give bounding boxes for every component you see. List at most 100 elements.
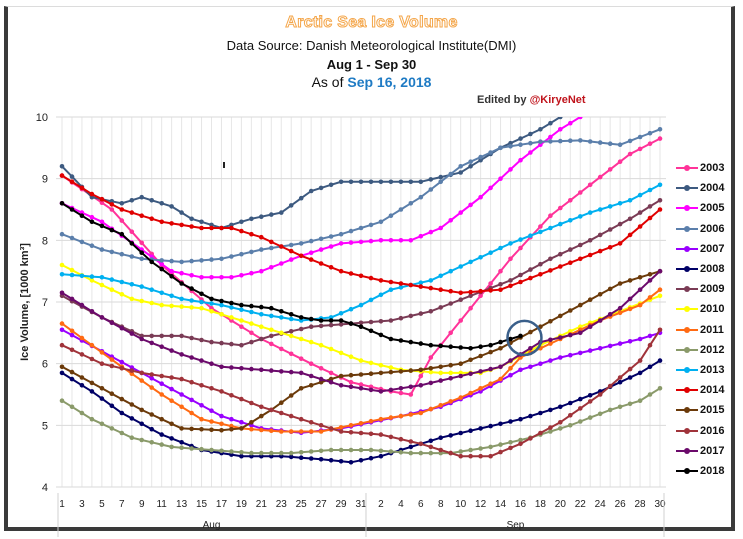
data-point-2005	[398, 238, 404, 243]
data-point-2006	[418, 194, 424, 200]
data-point-2010	[368, 360, 374, 366]
data-point-2016	[99, 361, 105, 367]
data-point-2005	[259, 268, 264, 274]
data-point-2014	[458, 290, 464, 296]
data-point-2017	[109, 320, 115, 326]
data-point-2012	[458, 449, 464, 454]
data-point-2010	[199, 305, 204, 311]
data-point-2008	[358, 458, 364, 463]
data-point-2014	[488, 288, 493, 293]
data-point-2009	[249, 339, 254, 345]
data-point-2014	[418, 284, 424, 289]
data-point-2008	[378, 453, 384, 459]
data-point-2014	[637, 224, 643, 229]
data-point-2014	[219, 225, 224, 231]
data-point-2003	[129, 229, 135, 234]
data-point-2009	[617, 221, 623, 227]
data-point-2018	[229, 300, 234, 306]
data-point-2013	[169, 293, 174, 299]
data-point-2005	[338, 241, 344, 246]
data-point-2008	[408, 444, 414, 450]
data-point-2009	[408, 313, 414, 319]
data-point-2008	[298, 455, 304, 461]
data-point-2012	[279, 450, 284, 456]
data-point-2016	[587, 399, 593, 404]
data-point-2012	[418, 450, 424, 456]
data-point-2017	[79, 302, 85, 308]
y-axis-label: Ice Volume, [1000 km³]	[19, 243, 31, 361]
data-point-2016	[109, 363, 115, 369]
data-point-2006	[657, 127, 663, 132]
data-point-2010	[378, 362, 384, 368]
legend-label: 2010	[700, 303, 725, 316]
data-point-2008	[657, 358, 663, 363]
x-tick-label: 30	[654, 499, 666, 510]
data-point-2013	[617, 201, 623, 206]
data-point-2008	[169, 436, 174, 441]
data-point-2015	[99, 386, 105, 391]
data-point-2006	[239, 251, 244, 257]
data-point-2015	[398, 369, 404, 374]
data-point-2014	[269, 239, 274, 245]
data-point-2015	[179, 426, 184, 431]
data-point-2004	[159, 201, 164, 206]
data-point-2012	[99, 421, 105, 427]
data-point-2009	[528, 267, 533, 272]
data-point-2009	[637, 210, 643, 215]
x-tick-label: 27	[316, 499, 328, 510]
data-point-2003	[279, 346, 284, 352]
data-point-2004	[328, 182, 334, 188]
data-point-2013	[398, 285, 404, 290]
data-point-2017	[308, 373, 314, 379]
data-point-2017	[548, 337, 553, 343]
legend-item-2017: 2017	[676, 441, 724, 461]
data-point-2008	[159, 432, 164, 437]
legend-swatch	[676, 306, 698, 313]
legend-item-2004: 2004	[676, 178, 724, 198]
data-point-2006	[647, 130, 653, 136]
data-point-2015	[478, 353, 483, 359]
data-point-2008	[179, 440, 184, 445]
data-point-2008	[318, 457, 324, 462]
data-point-2011	[169, 398, 174, 404]
data-point-2005	[249, 270, 254, 276]
data-point-2011	[488, 381, 493, 387]
data-point-2006	[398, 207, 404, 212]
data-point-2018	[109, 227, 115, 233]
data-point-2018	[219, 298, 224, 304]
data-point-2016	[348, 430, 354, 435]
data-point-2015	[109, 391, 115, 397]
data-point-2007	[627, 339, 633, 344]
data-point-2016	[597, 392, 603, 397]
data-point-2006	[508, 144, 513, 149]
y-tick-label: 8	[42, 235, 48, 247]
data-point-2014	[348, 271, 354, 276]
x-tick-label: 13	[176, 499, 188, 510]
data-point-2005	[438, 225, 444, 231]
data-point-2014	[528, 275, 533, 281]
data-point-2015	[129, 402, 135, 407]
data-point-2013	[129, 282, 135, 287]
data-point-2005	[548, 134, 553, 140]
data-point-2008	[288, 454, 294, 460]
data-point-2004	[269, 212, 274, 217]
data-point-2005	[199, 275, 204, 280]
data-point-2015	[468, 357, 473, 363]
data-point-2018	[269, 305, 274, 311]
data-point-2014	[279, 244, 284, 249]
data-point-2003	[328, 370, 334, 376]
legend-swatch	[676, 245, 698, 252]
legend-item-2013: 2013	[676, 360, 724, 380]
legend-item-2011: 2011	[676, 320, 724, 340]
data-point-2018	[308, 316, 314, 322]
data-point-2017	[647, 278, 653, 283]
data-point-2013	[199, 299, 204, 305]
data-point-2007	[189, 397, 194, 403]
data-point-2003	[358, 382, 364, 387]
data-point-2014	[478, 288, 483, 294]
data-point-2017	[318, 376, 324, 382]
data-point-2017	[488, 366, 493, 372]
data-point-2017	[657, 268, 663, 274]
data-point-2009	[179, 333, 184, 339]
x-tick-label: 28	[635, 499, 647, 510]
